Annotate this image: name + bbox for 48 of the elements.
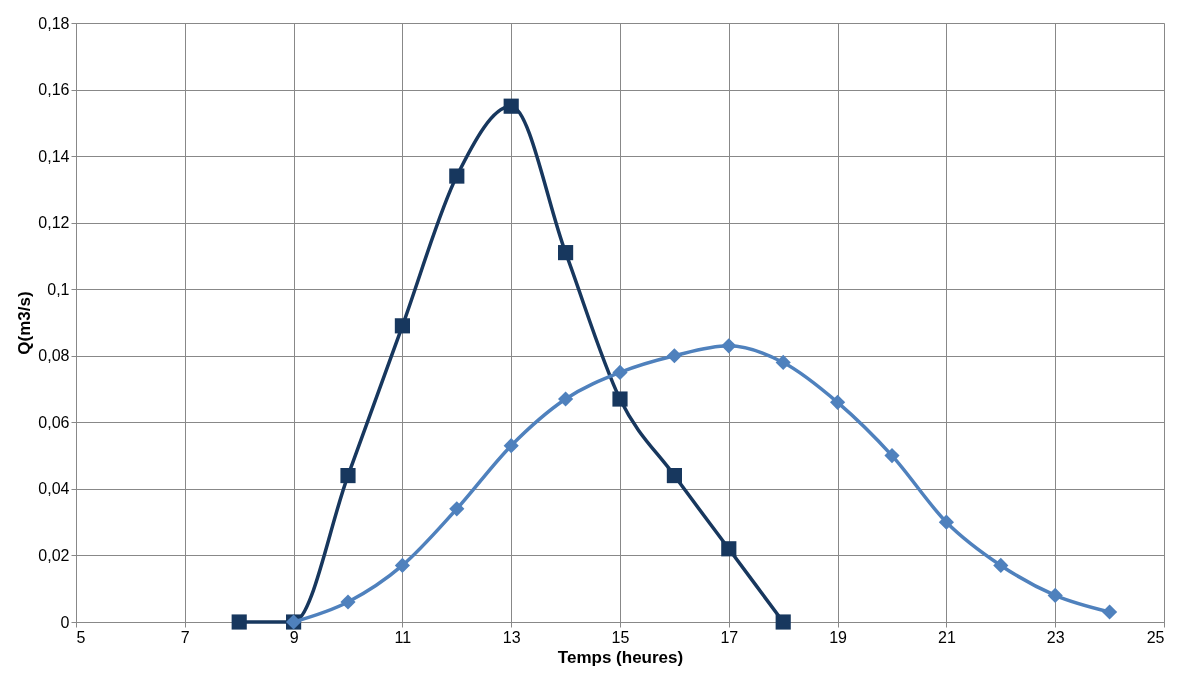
point [1102,604,1118,620]
x-tick-label: 11 [394,628,412,646]
x-tick-label: 23 [1046,628,1065,646]
x-tick-label: 9 [289,628,299,646]
point [449,168,465,184]
point [721,338,737,354]
y-axis-title: Q(m3/s) [15,291,35,355]
point [775,614,791,630]
x-tick-label: 15 [611,628,630,646]
y-tick-label: 0,1 [47,280,70,298]
point [938,514,954,530]
point [775,354,791,371]
point [993,557,1009,574]
point [558,391,574,407]
point [830,394,846,410]
y-tick-label: 0,08 [38,347,70,365]
x-tick-label: 19 [829,628,848,646]
point [394,318,410,334]
point [340,467,356,484]
x-tick-label: 13 [502,628,521,646]
x-tick-label: 5 [76,628,86,646]
y-tick-label: 0 [60,613,70,631]
point [394,557,410,574]
x-axis-title: Temps (heures) [557,647,684,667]
y-tick-label: 0,06 [38,413,70,431]
x-tick-label: 25 [1146,628,1165,646]
point [612,391,628,407]
point [666,348,682,364]
x-tick-label: 21 [938,628,956,646]
point [884,448,900,464]
point [558,245,574,261]
x-tick-label: 17 [720,628,739,646]
point [449,501,465,517]
point [231,614,247,630]
y-tick-label: 0,04 [38,480,70,498]
y-tick-label: 0,14 [38,147,70,165]
y-tick-label: 0,12 [38,214,70,232]
point [666,467,682,484]
point [503,98,519,114]
point [721,541,737,557]
point [1047,587,1063,603]
x-tick-label: 7 [180,628,190,646]
y-tick-label: 0,16 [38,81,70,99]
point [340,594,356,610]
point [612,364,628,380]
y-tick-label: 0,18 [38,14,70,32]
point [503,438,519,454]
y-tick-label: 0,02 [38,546,70,564]
